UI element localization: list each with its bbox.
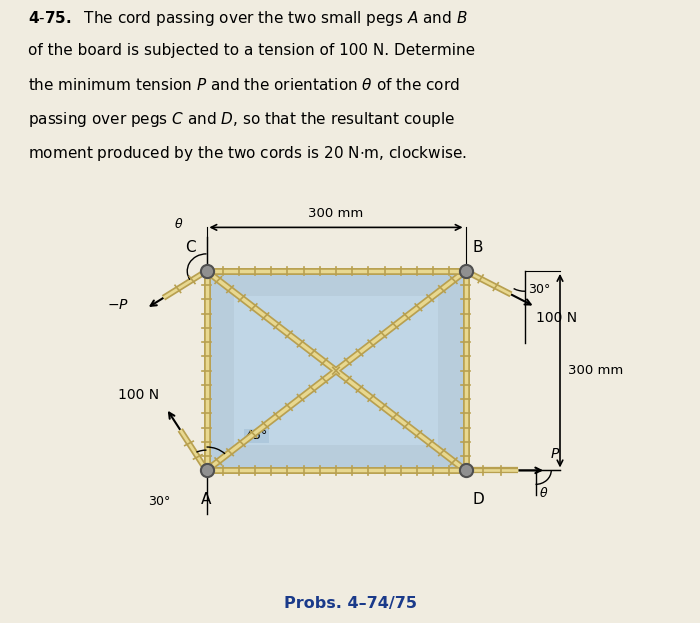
Text: $\theta$: $\theta$ <box>539 486 548 500</box>
Polygon shape <box>234 296 438 445</box>
Text: $30°$: $30°$ <box>528 283 552 297</box>
Text: Probs. 4–74/75: Probs. 4–74/75 <box>284 596 416 611</box>
Text: $P$: $P$ <box>550 447 560 461</box>
Text: $30°$: $30°$ <box>148 495 172 508</box>
Text: $\bf{4\text{-}75.}$  The cord passing over the two small pegs $A$ and $B$: $\bf{4\text{-}75.}$ The cord passing ove… <box>28 9 468 28</box>
Point <box>201 465 212 475</box>
Text: C: C <box>186 240 196 255</box>
Text: 300 mm: 300 mm <box>309 207 363 220</box>
Text: 300 mm: 300 mm <box>568 364 624 377</box>
Text: 100 N: 100 N <box>536 311 577 325</box>
Text: $-P$: $-P$ <box>107 298 129 312</box>
Text: D: D <box>473 492 484 507</box>
Text: moment produced by the two cords is 20 N$\cdot$m, clockwise.: moment produced by the two cords is 20 N… <box>28 144 467 163</box>
Text: passing over pegs $C$ and $D$, so that the resultant couple: passing over pegs $C$ and $D$, so that t… <box>28 110 455 129</box>
Text: B: B <box>473 240 483 255</box>
Text: of the board is subjected to a tension of 100 N. Determine: of the board is subjected to a tension o… <box>28 43 475 58</box>
Point <box>460 266 471 276</box>
Point <box>460 465 471 475</box>
Polygon shape <box>206 271 466 470</box>
Text: A: A <box>202 492 211 507</box>
Text: the minimum tension $P$ and the orientation $\theta$ of the cord: the minimum tension $P$ and the orientat… <box>28 77 460 93</box>
Point <box>201 266 212 276</box>
Text: $45°$: $45°$ <box>245 429 268 442</box>
Text: $\theta$: $\theta$ <box>174 217 183 231</box>
Text: 100 N: 100 N <box>118 388 160 402</box>
